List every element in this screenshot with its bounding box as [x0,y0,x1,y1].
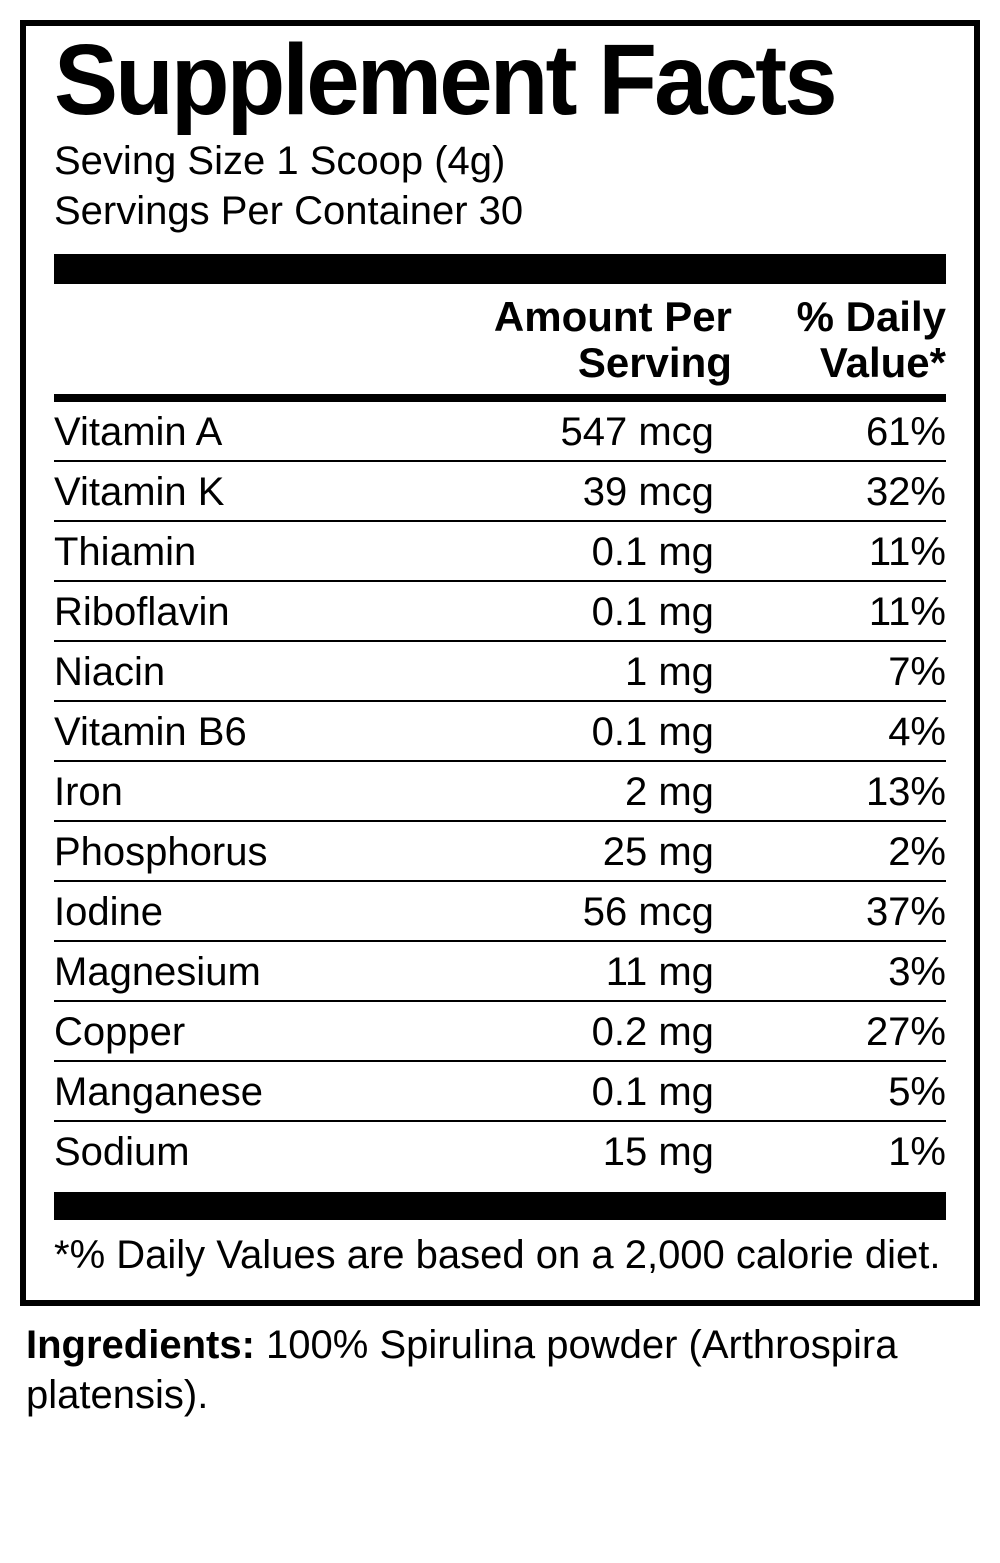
nutrient-dv: 5% [732,1061,946,1121]
nutrients-table: Amount Per Serving % Daily Value* Vitami… [54,290,946,1180]
nutrient-name: Iodine [54,881,393,941]
nutrient-amount: 0.2 mg [393,1001,732,1061]
nutrient-name: Vitamin A [54,398,393,461]
nutrient-name: Sodium [54,1121,393,1180]
nutrient-name: Riboflavin [54,581,393,641]
table-row: Copper0.2 mg27% [54,1001,946,1061]
nutrient-dv: 13% [732,761,946,821]
header-dv-l1: % Daily [797,293,946,340]
table-row: Magnesium11 mg3% [54,941,946,1001]
panel-title: Supplement Facts [54,30,910,130]
supplement-facts-panel: Supplement Facts Seving Size 1 Scoop (4g… [20,20,980,1306]
nutrient-name: Manganese [54,1061,393,1121]
table-row: Iron2 mg13% [54,761,946,821]
nutrient-amount: 25 mg [393,821,732,881]
header-amount: Amount Per Serving [393,290,732,394]
nutrient-amount: 15 mg [393,1121,732,1180]
header-amount-l1: Amount Per [494,293,732,340]
nutrient-amount: 0.1 mg [393,581,732,641]
nutrient-dv: 2% [732,821,946,881]
serving-size: Seving Size 1 Scoop (4g) [54,136,946,186]
table-row: Phosphorus25 mg2% [54,821,946,881]
nutrient-amount: 0.1 mg [393,701,732,761]
nutrient-name: Copper [54,1001,393,1061]
nutrient-name: Vitamin K [54,461,393,521]
nutrient-amount: 2 mg [393,761,732,821]
nutrient-amount: 39 mcg [393,461,732,521]
divider-bar-bottom [54,1192,946,1220]
nutrient-amount: 1 mg [393,641,732,701]
nutrient-amount: 0.1 mg [393,521,732,581]
nutrient-amount: 56 mcg [393,881,732,941]
header-amount-l2: Serving [578,339,732,386]
nutrient-amount: 11 mg [393,941,732,1001]
table-row: Manganese0.1 mg5% [54,1061,946,1121]
header-dv-l2: Value* [820,339,946,386]
nutrient-dv: 1% [732,1121,946,1180]
nutrient-name: Iron [54,761,393,821]
table-row: Vitamin A547 mcg61% [54,398,946,461]
ingredients-label: Ingredients: [26,1323,255,1367]
nutrient-dv: 11% [732,581,946,641]
nutrient-dv: 37% [732,881,946,941]
servings-per-container: Servings Per Container 30 [54,186,946,236]
divider-bar-top [54,254,946,284]
table-row: Sodium15 mg1% [54,1121,946,1180]
nutrient-dv: 11% [732,521,946,581]
table-header-row: Amount Per Serving % Daily Value* [54,290,946,394]
nutrient-dv: 3% [732,941,946,1001]
table-row: Vitamin B60.1 mg4% [54,701,946,761]
nutrient-name: Thiamin [54,521,393,581]
header-empty [54,290,393,394]
nutrient-dv: 61% [732,398,946,461]
nutrient-dv: 7% [732,641,946,701]
nutrient-amount: 0.1 mg [393,1061,732,1121]
nutrient-dv: 27% [732,1001,946,1061]
dv-footnote: *% Daily Values are based on a 2,000 cal… [54,1230,946,1280]
nutrient-name: Vitamin B6 [54,701,393,761]
nutrient-dv: 4% [732,701,946,761]
table-row: Riboflavin0.1 mg11% [54,581,946,641]
table-row: Vitamin K39 mcg32% [54,461,946,521]
nutrient-dv: 32% [732,461,946,521]
nutrient-name: Niacin [54,641,393,701]
table-row: Iodine56 mcg37% [54,881,946,941]
nutrient-amount: 547 mcg [393,398,732,461]
table-row: Thiamin0.1 mg11% [54,521,946,581]
nutrient-name: Magnesium [54,941,393,1001]
ingredients-line: Ingredients: 100% Spirulina powder (Arth… [26,1320,974,1420]
table-row: Niacin1 mg7% [54,641,946,701]
header-dv: % Daily Value* [732,290,946,394]
nutrient-name: Phosphorus [54,821,393,881]
